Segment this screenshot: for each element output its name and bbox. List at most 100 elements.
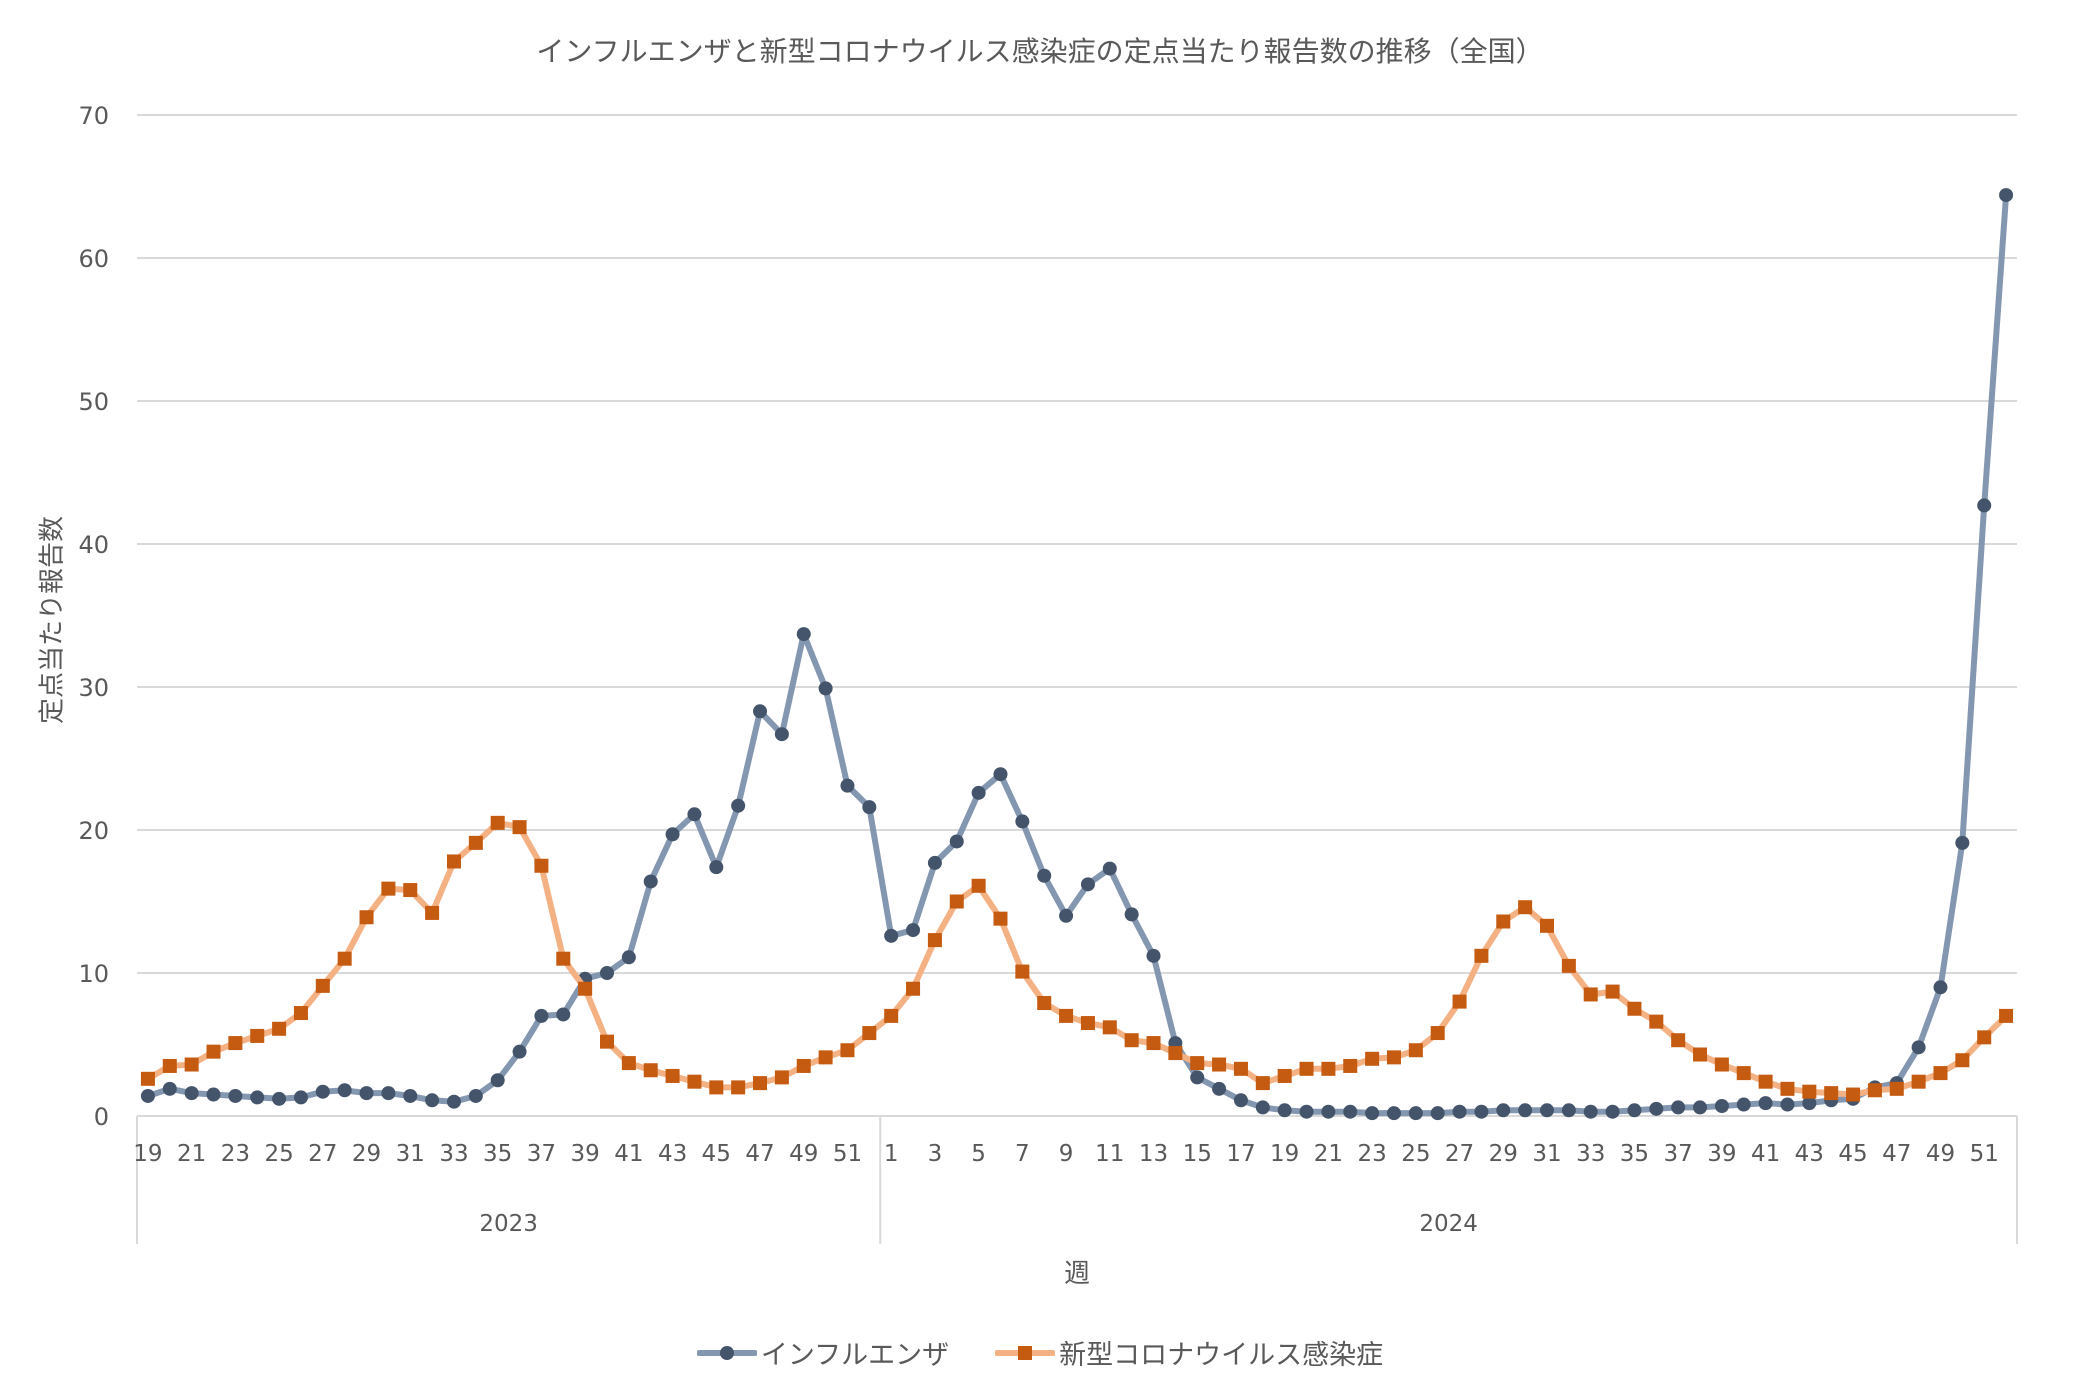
series-covid xyxy=(140,815,2014,1102)
data-point xyxy=(1583,1104,1598,1119)
data-point xyxy=(1561,1103,1576,1118)
data-point xyxy=(1037,868,1052,883)
legend-square-marker-icon xyxy=(995,1345,1056,1360)
data-point xyxy=(927,855,942,870)
data-point xyxy=(621,1056,636,1071)
data-point xyxy=(206,1087,221,1102)
legend: インフルエンザ 新型コロナウイルス感染症 xyxy=(0,1333,2080,1372)
data-point xyxy=(162,1081,177,1096)
y-tick-label: 0 xyxy=(94,1103,109,1131)
data-point xyxy=(1758,1096,1773,1111)
x-tick-label: 33 xyxy=(1576,1141,1605,1167)
legend-item-covid[interactable]: 新型コロナウイルス感染症 xyxy=(995,1333,1383,1372)
data-point xyxy=(731,798,746,813)
data-point xyxy=(1430,1106,1445,1121)
data-point xyxy=(1408,1043,1423,1058)
series-group xyxy=(140,188,2014,1121)
data-point xyxy=(381,881,396,896)
data-point xyxy=(906,981,921,996)
x-tick-label: 43 xyxy=(1795,1141,1824,1167)
data-point xyxy=(184,1057,199,1072)
legend-item-influenza[interactable]: インフルエンザ xyxy=(696,1333,949,1372)
data-point xyxy=(359,910,374,925)
data-point xyxy=(1518,1103,1533,1118)
data-point xyxy=(1846,1087,1861,1102)
data-point xyxy=(315,978,330,993)
data-point xyxy=(1124,907,1139,922)
data-point xyxy=(534,858,549,873)
x-tick-label: 39 xyxy=(1707,1141,1736,1167)
x-tick-label: 51 xyxy=(833,1141,862,1167)
data-point xyxy=(446,854,461,869)
data-point xyxy=(468,835,483,850)
data-point xyxy=(1627,1103,1642,1118)
data-point xyxy=(1321,1061,1336,1076)
x-tick-label: 1 xyxy=(884,1141,899,1167)
data-point xyxy=(949,894,964,909)
data-point xyxy=(293,1006,308,1021)
data-point xyxy=(1671,1100,1686,1115)
x-tick-label: 45 xyxy=(1838,1141,1867,1167)
x-tick-label: 37 xyxy=(527,1141,556,1167)
data-point xyxy=(1080,1016,1095,1031)
data-point xyxy=(1999,188,2014,203)
data-point xyxy=(840,1043,855,1058)
data-point xyxy=(1693,1100,1708,1115)
series-influenza xyxy=(140,188,2014,1121)
x-tick-label: 15 xyxy=(1183,1141,1212,1167)
y-tick-label: 50 xyxy=(78,388,109,416)
data-point xyxy=(556,951,571,966)
data-point xyxy=(687,1074,702,1089)
data-point xyxy=(403,883,418,898)
y-tick-labels: 0 10 20 30 40 50 60 70 xyxy=(78,102,109,1131)
x-tick-label: 23 xyxy=(221,1141,250,1167)
x-tick-label: 23 xyxy=(1357,1141,1386,1167)
legend-circle-marker-icon xyxy=(696,1345,757,1360)
data-point xyxy=(1605,984,1620,999)
x-tick-label: 29 xyxy=(1489,1141,1518,1167)
x-tick-label: 51 xyxy=(1970,1141,1999,1167)
data-point xyxy=(884,928,899,943)
data-point xyxy=(1343,1104,1358,1119)
x-tick-label: 47 xyxy=(745,1141,774,1167)
data-point xyxy=(1474,1104,1489,1119)
x-tick-label: 37 xyxy=(1664,1141,1693,1167)
data-point xyxy=(796,627,811,642)
x-tick-label: 49 xyxy=(1926,1141,1955,1167)
data-point xyxy=(1714,1057,1729,1072)
x-tick-label: 27 xyxy=(1445,1141,1474,1167)
data-point xyxy=(1190,1070,1205,1085)
x-tick-label: 11 xyxy=(1095,1141,1124,1167)
data-point xyxy=(468,1088,483,1103)
data-point xyxy=(1321,1104,1336,1119)
data-point xyxy=(1299,1061,1314,1076)
data-point xyxy=(1386,1106,1401,1121)
data-point xyxy=(250,1090,265,1105)
x-axis-label: 週 xyxy=(1063,1259,1091,1289)
data-point xyxy=(228,1036,243,1051)
data-point xyxy=(1408,1106,1423,1121)
gridlines xyxy=(137,114,2017,1117)
data-point xyxy=(1124,1033,1139,1048)
data-point xyxy=(1955,835,1970,850)
data-point xyxy=(753,704,768,719)
data-point xyxy=(1496,1103,1511,1118)
x-tick-label: 9 xyxy=(1059,1141,1074,1167)
data-point xyxy=(1671,1033,1686,1048)
data-point xyxy=(1277,1103,1292,1118)
data-point xyxy=(1824,1086,1839,1101)
series-line xyxy=(144,192,2010,1117)
data-point xyxy=(862,1026,877,1041)
data-point xyxy=(184,1086,199,1101)
data-point xyxy=(1780,1097,1795,1112)
data-point xyxy=(1540,1103,1554,1118)
data-point xyxy=(1015,814,1030,829)
data-point xyxy=(1583,987,1598,1002)
data-point xyxy=(1977,1030,1992,1045)
data-point xyxy=(1233,1061,1248,1076)
data-point xyxy=(949,834,964,849)
x-tick-label: 25 xyxy=(1401,1141,1430,1167)
data-point xyxy=(600,966,614,980)
x-tick-label: 31 xyxy=(396,1141,425,1167)
